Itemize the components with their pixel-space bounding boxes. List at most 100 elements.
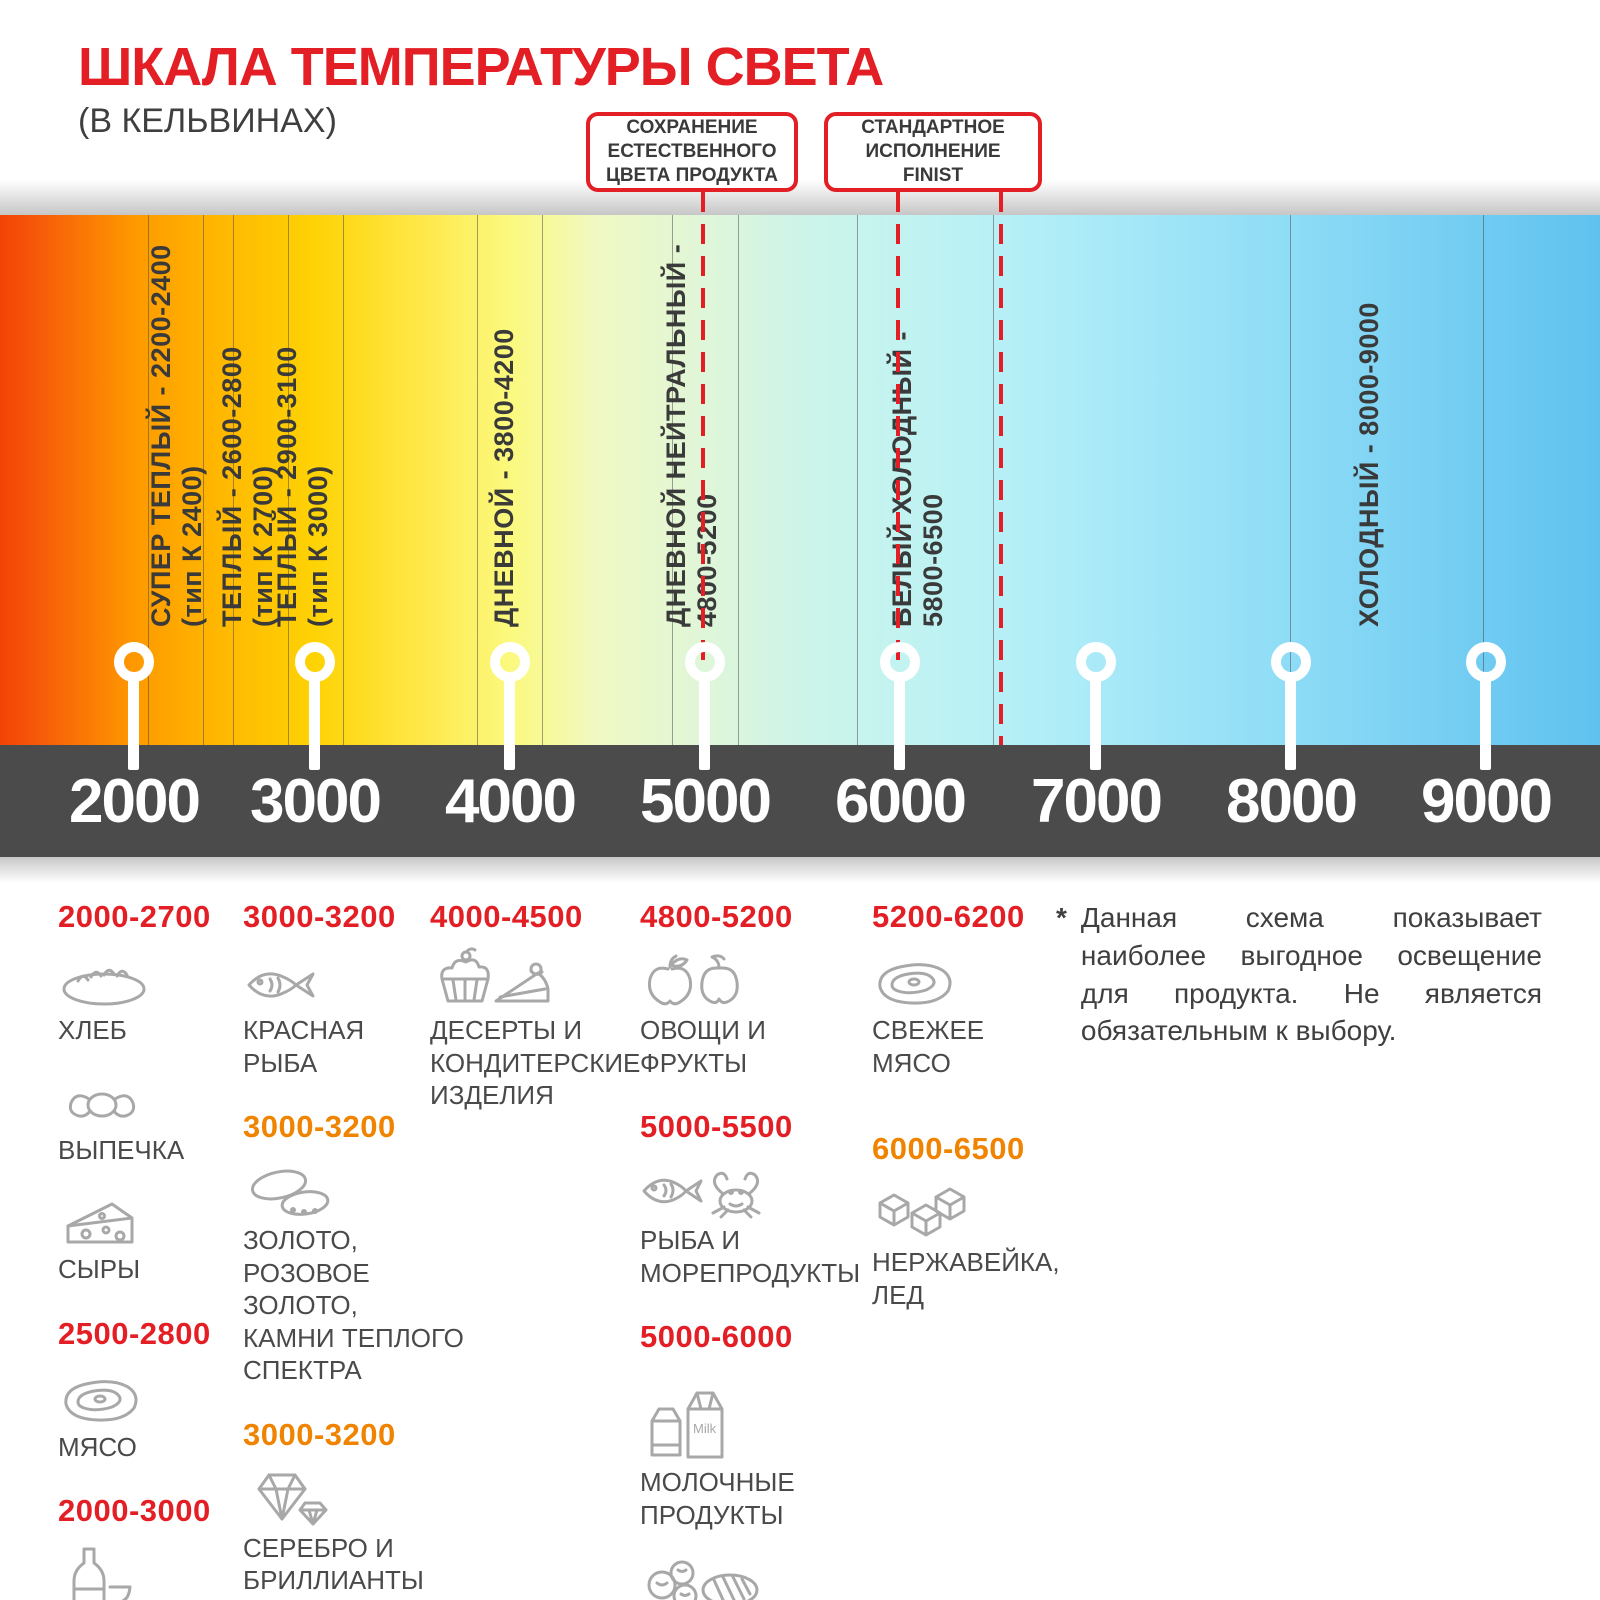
product-label: ВЫПЕЧКА <box>58 1134 185 1165</box>
dashed-line-5000k <box>701 192 705 768</box>
temperature-gradient-bar: СУПЕР ТЕПЛЫЙ - 2200-2400 (тип К 2400) ТЕ… <box>0 215 1600 745</box>
product-label: КРАСНАЯ РЫБА <box>243 1015 365 1078</box>
product-item: СВЕЖЕЕ МЯСО <box>872 945 1092 1079</box>
ice-icon <box>878 1187 966 1237</box>
tick-label-7000: 7000 <box>1031 767 1163 836</box>
range-heading: 6000-6500 <box>872 1131 1025 1166</box>
product-group: 5000-5500 РЫБА И МОРЕПРОДУКТЫ <box>640 1109 905 1289</box>
page-subtitle: (В КЕЛЬВИНАХ) <box>78 102 337 140</box>
product-group: 2500-2800 МЯСО <box>58 1316 238 1464</box>
product-group: 2000-3000 АКОГОЛЬ <box>58 1493 238 1600</box>
tick-label-3000: 3000 <box>250 767 382 836</box>
footnote-asterisk: * <box>1056 902 1067 933</box>
diamond-icon <box>257 1473 328 1525</box>
tick-pin-6000 <box>880 642 920 682</box>
range-heading: 4800-5200 <box>640 899 793 934</box>
zone-gridline <box>288 215 289 745</box>
range-heading: 5200-6200 <box>872 899 1025 934</box>
desserts-icon <box>440 947 550 1003</box>
tick-pin-stem <box>128 679 139 770</box>
seafood-icon <box>642 1171 761 1219</box>
axis-bar-shadow <box>0 857 1600 883</box>
range-heading: 3000-3200 <box>243 1109 396 1144</box>
range-heading: 4000-4500 <box>430 899 583 934</box>
zone-gridline <box>1290 215 1291 745</box>
product-item: ВЫПЕЧКА <box>58 1065 238 1167</box>
product-label: НЕРЖАВЕЙКА, ЛЕД <box>872 1247 1060 1310</box>
frozen-icon <box>647 1560 759 1600</box>
product-label: РЫБА И МОРЕПРОДУКТЫ <box>640 1225 861 1288</box>
range-heading: 5000-6000 <box>640 1319 793 1354</box>
zone-label-daylight-neutral: ДНЕВНОЙ НЕЙТРАЛЬНЫЙ - 4800-5200 <box>661 243 722 627</box>
product-item: ОВОЩИ И ФРУКТЫ <box>640 945 905 1079</box>
product-label: ДЕСЕРТЫ И КОНДИТЕРСКИЕ ИЗДЕЛИЯ <box>430 1015 641 1110</box>
vegetables-icon <box>648 954 739 1006</box>
range-heading: 3000-3200 <box>243 1416 396 1452</box>
product-label: СВЕЖЕЕ МЯСО <box>872 1015 985 1078</box>
tick-pin-stem <box>309 679 320 770</box>
product-label: МЯСО <box>58 1431 137 1462</box>
product-group: 3000-3200 КРАСНАЯ РЫБА <box>243 899 483 1079</box>
zone-label-cold: ХОЛОДНЫЙ - 8000-9000 <box>1354 302 1384 627</box>
tick-label-9000: 9000 <box>1421 767 1553 836</box>
product-group: 2000-2700 ХЛЕБ ВЫПЕЧКА <box>58 899 238 1286</box>
product-label: ХЛЕБ <box>58 1015 127 1045</box>
milk-icon: Milk <box>650 1391 724 1459</box>
zone-label-super-warm: СУПЕР ТЕПЛЫЙ - 2200-2400 (тип К 2400) <box>146 244 207 627</box>
zone-gridline <box>203 215 204 745</box>
tick-pin-8000 <box>1271 642 1311 682</box>
range-heading: 3000-3200 <box>243 899 396 934</box>
product-group: 3000-3200 СЕРЕБРО И БРИЛЛИАНТЫ <box>243 1417 483 1597</box>
zone-label-warm-3000: ТЕПЛЫЙ - 2900-3100 (тип К 3000) <box>272 346 333 627</box>
product-group: 4800-5200 ОВОЩИ И ФРУКТЫ <box>640 899 905 1079</box>
tick-pin-9000 <box>1466 642 1506 682</box>
zone-gridline <box>542 215 543 745</box>
page-title: ШКАЛА ТЕМПЕРАТУРЫ СВЕТА <box>78 37 884 97</box>
footnote-text: Данная схема показывает наиболее выгодно… <box>1080 902 1542 1047</box>
tick-label-5000: 5000 <box>640 767 772 836</box>
range-heading: 2000-3000 <box>58 1493 211 1528</box>
milk-icon-text: Milk <box>693 1421 717 1436</box>
tick-pin-stem <box>894 679 905 770</box>
alcohol-icon <box>72 1547 132 1600</box>
product-item: РЫБА И МОРЕПРОДУКТЫ <box>640 1155 905 1289</box>
dashed-line-6500k <box>999 192 1003 745</box>
zone-gridline <box>233 215 234 745</box>
product-group: 5200-6200 СВЕЖЕЕ МЯСО <box>872 899 1092 1079</box>
tick-pin-5000 <box>685 642 725 682</box>
product-column-5: 5200-6200 СВЕЖЕЕ МЯСО 6000-6500 НЕРЖАВЕЙ… <box>872 899 1092 1341</box>
product-column-4: 4800-5200 ОВОЩИ И ФРУКТЫ 5000-5500 <box>640 899 905 1600</box>
product-group: 6000-6500 НЕРЖАВЕЙКА, ЛЕД <box>872 1131 1092 1311</box>
footnote: * Данная схема показывает наиболее выгод… <box>1056 899 1542 1050</box>
zone-gridline <box>148 215 149 745</box>
tick-pin-stem <box>504 679 515 770</box>
tick-pin-stem <box>699 679 710 770</box>
tick-label-4000: 4000 <box>445 767 577 836</box>
tick-pin-stem <box>1480 679 1491 770</box>
product-label: МОЛОЧНЫЕ ПРОДУКТЫ <box>640 1467 795 1530</box>
zone-label-daylight: ДНЕВНОЙ - 3800-4200 <box>489 328 519 627</box>
dashed-line-6000k <box>896 192 900 768</box>
product-item: СЕРЕБРО И БРИЛЛИАНТЫ <box>243 1463 483 1597</box>
callout-natural-color-text: СОХРАНЕНИЕ ЕСТЕСТВЕННОГО ЦВЕТА ПРОДУКТА <box>605 116 779 187</box>
product-item: ЗАМОРОЖЕННЫЕ ПОЛУФАБРИКАТЫ <box>640 1549 905 1600</box>
tick-pin-3000 <box>295 642 335 682</box>
product-label: ОВОЩИ И ФРУКТЫ <box>640 1015 766 1078</box>
product-item: АКОГОЛЬ <box>58 1539 238 1600</box>
zone-gridline <box>857 215 858 745</box>
product-label: ЗОЛОТО, РОЗОВОЕ ЗОЛОТО, КАМНИ ТЕПЛОГО СП… <box>243 1225 464 1385</box>
product-label: СЕРЕБРО И БРИЛЛИАНТЫ <box>243 1532 424 1596</box>
fish-icon <box>247 972 315 998</box>
meat-icon <box>878 963 952 1005</box>
croissant-icon <box>68 1092 136 1118</box>
tick-pin-stem <box>1090 679 1101 770</box>
product-item: ХЛЕБ <box>58 945 238 1047</box>
range-heading: 5000-5500 <box>640 1109 793 1144</box>
callout-finist-standard-text: СТАНДАРТНОЕ ИСПОЛНЕНИЕ FINIST <box>861 116 1005 187</box>
product-column-1: 2000-2700 ХЛЕБ ВЫПЕЧКА <box>58 899 238 1600</box>
tick-label-6000: 6000 <box>835 767 967 836</box>
rings-icon <box>250 1169 330 1216</box>
tick-pin-4000 <box>490 642 530 682</box>
top-shadow-band <box>0 180 1600 215</box>
